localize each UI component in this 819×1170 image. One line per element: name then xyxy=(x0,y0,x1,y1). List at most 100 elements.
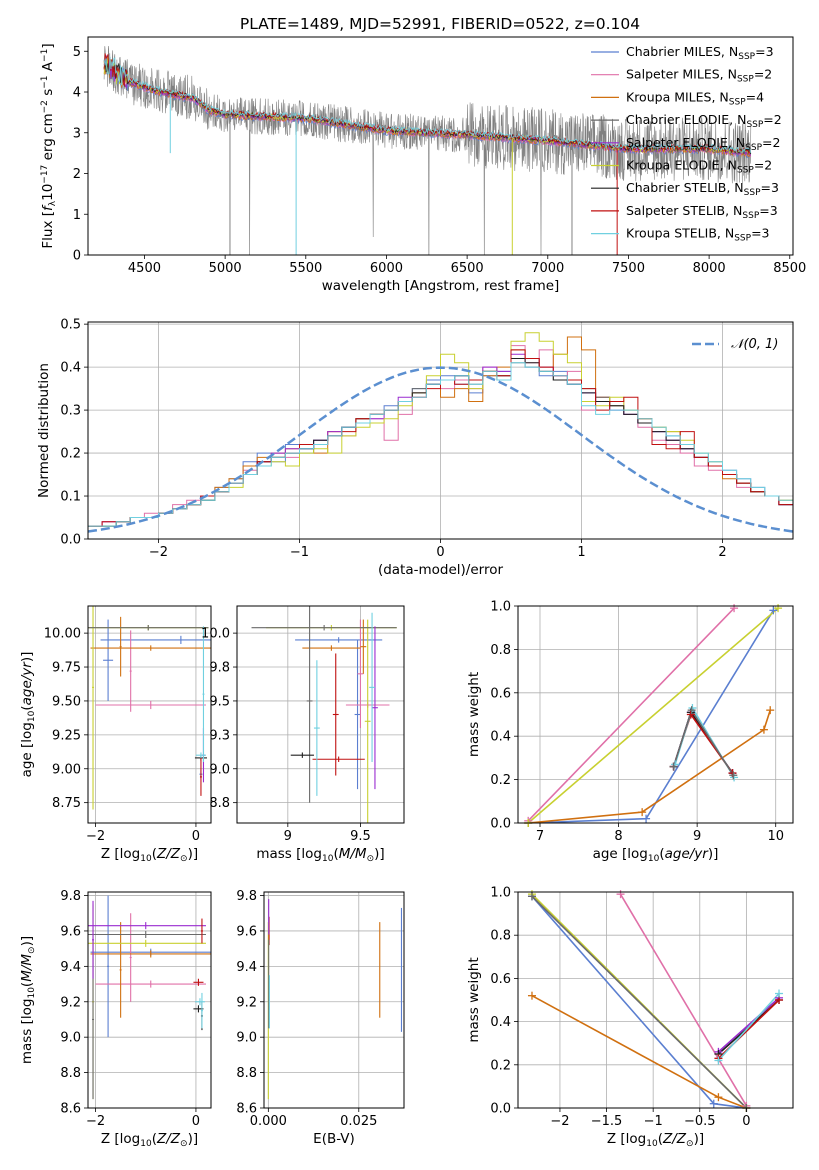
y-tick-label: 3 xyxy=(73,126,81,141)
x-tick-label: 2 xyxy=(718,545,726,560)
legend-sub: SSP xyxy=(737,75,754,85)
x-axis-label-part: M/M xyxy=(339,846,367,862)
x-tick-label: −2 xyxy=(550,1114,569,1129)
x-axis-label-part: age/yr xyxy=(665,846,710,862)
axes-frame xyxy=(264,892,404,1108)
x-axis-label-part: age [log xyxy=(593,846,648,862)
y-tick-label: 0.4 xyxy=(490,730,511,745)
axes-frame xyxy=(88,606,211,823)
y-axis-label-part: 10 xyxy=(27,710,37,722)
y-axis-label: Normed distribution xyxy=(36,363,52,498)
x-axis-label-part: )] xyxy=(374,846,385,862)
x-axis-label-part: 10 xyxy=(646,1139,658,1149)
x-axis-label: mass [log10(M/M⊙)] xyxy=(256,846,384,864)
weight-series-line xyxy=(718,994,779,1061)
y-tick-label: 0.0 xyxy=(490,817,511,832)
x-axis-label-part: ⊙ xyxy=(686,1139,694,1149)
x-tick-label: 7000 xyxy=(531,261,564,276)
x-tick-label: −1 xyxy=(290,545,309,560)
plot-area xyxy=(88,333,819,532)
x-axis-label-part: ⊙ xyxy=(367,854,375,864)
y-tick-label: 1 xyxy=(73,208,81,223)
legend-text: Salpeter ELODIE, N xyxy=(626,135,745,150)
age-vs-mass-panel: 9 9.58.89.09.39.59.810.0mass [log10(M/M⊙)… xyxy=(201,599,404,864)
legend-text: Salpeter MILES, N xyxy=(626,67,737,82)
x-tick-label: 6500 xyxy=(451,261,484,276)
legend-sub: SSP xyxy=(729,97,746,107)
legend-suffix: =2 xyxy=(754,158,772,173)
x-tick-label: 9 xyxy=(284,829,292,844)
y-tick-label: 0.4 xyxy=(60,361,81,376)
x-tick-label: 9.5 xyxy=(350,829,371,844)
y-tick-label: 8.6 xyxy=(60,1102,81,1117)
y-tick-label: 0.0 xyxy=(60,533,81,548)
y-axis-label: mass [log10(M/M⊙)] xyxy=(19,936,37,1064)
y-axis-label-part: ⊙ xyxy=(27,946,37,954)
y-tick-label: 9.50 xyxy=(52,694,81,709)
y-tick-label: 9.4 xyxy=(60,960,81,975)
legend-suffix: =3 xyxy=(759,203,777,218)
x-tick-label: 1 xyxy=(577,545,585,560)
y-tick-label: 9.8 xyxy=(60,889,81,904)
x-axis-label-part: )] xyxy=(188,846,199,862)
axes-frame xyxy=(88,892,211,1108)
x-axis-label: (data-model)/error xyxy=(378,562,504,578)
y-axis-label-part: Flux [ xyxy=(40,211,56,249)
y-tick-label: 9.3 xyxy=(209,728,230,743)
weight-series-line xyxy=(528,608,778,823)
y-tick-label: 9.4 xyxy=(236,960,257,975)
legend-entry: Salpeter MILES, NSSP=2 xyxy=(626,67,772,85)
y-axis-label: age [log10(age/yr)] xyxy=(19,652,37,778)
plot-area xyxy=(88,565,261,809)
plot-area xyxy=(268,899,401,1099)
y-tick-label: 10.00 xyxy=(44,627,81,642)
x-axis-label: wavelength [Angstrom, rest frame] xyxy=(322,278,560,294)
histogram-step-line xyxy=(88,337,819,530)
x-axis-label-part: Z [log xyxy=(101,1131,140,1147)
y-axis-label-part: mass weight xyxy=(466,957,482,1042)
legend-text: Chabrier MILES, N xyxy=(626,44,738,59)
y-tick-label: 9.75 xyxy=(52,661,81,676)
x-tick-label: −1.5 xyxy=(591,1114,623,1129)
x-axis-label: E(B-V) xyxy=(313,1131,355,1147)
y-axis-label: mass weight xyxy=(466,672,482,757)
plot-area xyxy=(85,896,211,1100)
y-axis-label-part: −1 xyxy=(40,49,50,62)
y-tick-label: 8.6 xyxy=(236,1102,257,1117)
weight-series-line xyxy=(532,896,746,1108)
histogram-step-line xyxy=(88,363,819,531)
y-tick-label: 9.2 xyxy=(236,995,257,1010)
y-tick-label: 9.6 xyxy=(236,924,257,939)
y-tick-label: 0.0 xyxy=(490,1102,511,1117)
y-tick-label: 0.4 xyxy=(490,1015,511,1030)
y-axis-label-part: 10 xyxy=(40,184,56,201)
axes-frame xyxy=(237,606,404,823)
x-axis-label: Z [log10(Z/Z⊙)] xyxy=(101,846,198,864)
x-tick-label: 0 xyxy=(192,829,200,844)
x-axis-label-part: ⊙ xyxy=(180,854,188,864)
legend-text: Kroupa ELODIE, N xyxy=(626,158,737,173)
legend-sub: SSP xyxy=(738,52,755,62)
residuals-panel: −2 −1 0 1 20.00.10.20.30.40.5𝒩(0, 1)(data-mo… xyxy=(36,318,819,578)
y-tick-label: 8.8 xyxy=(236,1066,257,1081)
x-axis-label: age [log10(age/yr)] xyxy=(593,846,719,864)
axes-frame xyxy=(518,892,793,1108)
legend-text: Chabrier STELIB, N xyxy=(626,180,744,195)
y-tick-label: 0.2 xyxy=(490,773,511,788)
x-tick-label: 8000 xyxy=(693,261,726,276)
y-tick-label: 0.8 xyxy=(490,643,511,658)
x-axis-label-part: 10 xyxy=(648,854,660,864)
legend-suffix: =2 xyxy=(754,67,772,82)
x-tick-label: −2 xyxy=(86,1114,105,1129)
x-axis-label-part: 10 xyxy=(322,854,334,864)
y-tick-label: 1.0 xyxy=(490,886,511,901)
y-tick-label: 5 xyxy=(73,45,81,60)
x-tick-label: 5500 xyxy=(289,261,322,276)
x-tick-label: 0 xyxy=(192,1114,200,1129)
legend-normal-label: 𝒩(0, 1) xyxy=(731,337,778,352)
x-tick-label: −2 xyxy=(149,545,168,560)
y-axis-label-part: −17 xyxy=(40,165,50,184)
legend-suffix: =3 xyxy=(751,226,769,241)
legend-sub: SSP xyxy=(737,166,754,176)
y-tick-label: 8.8 xyxy=(209,796,230,811)
